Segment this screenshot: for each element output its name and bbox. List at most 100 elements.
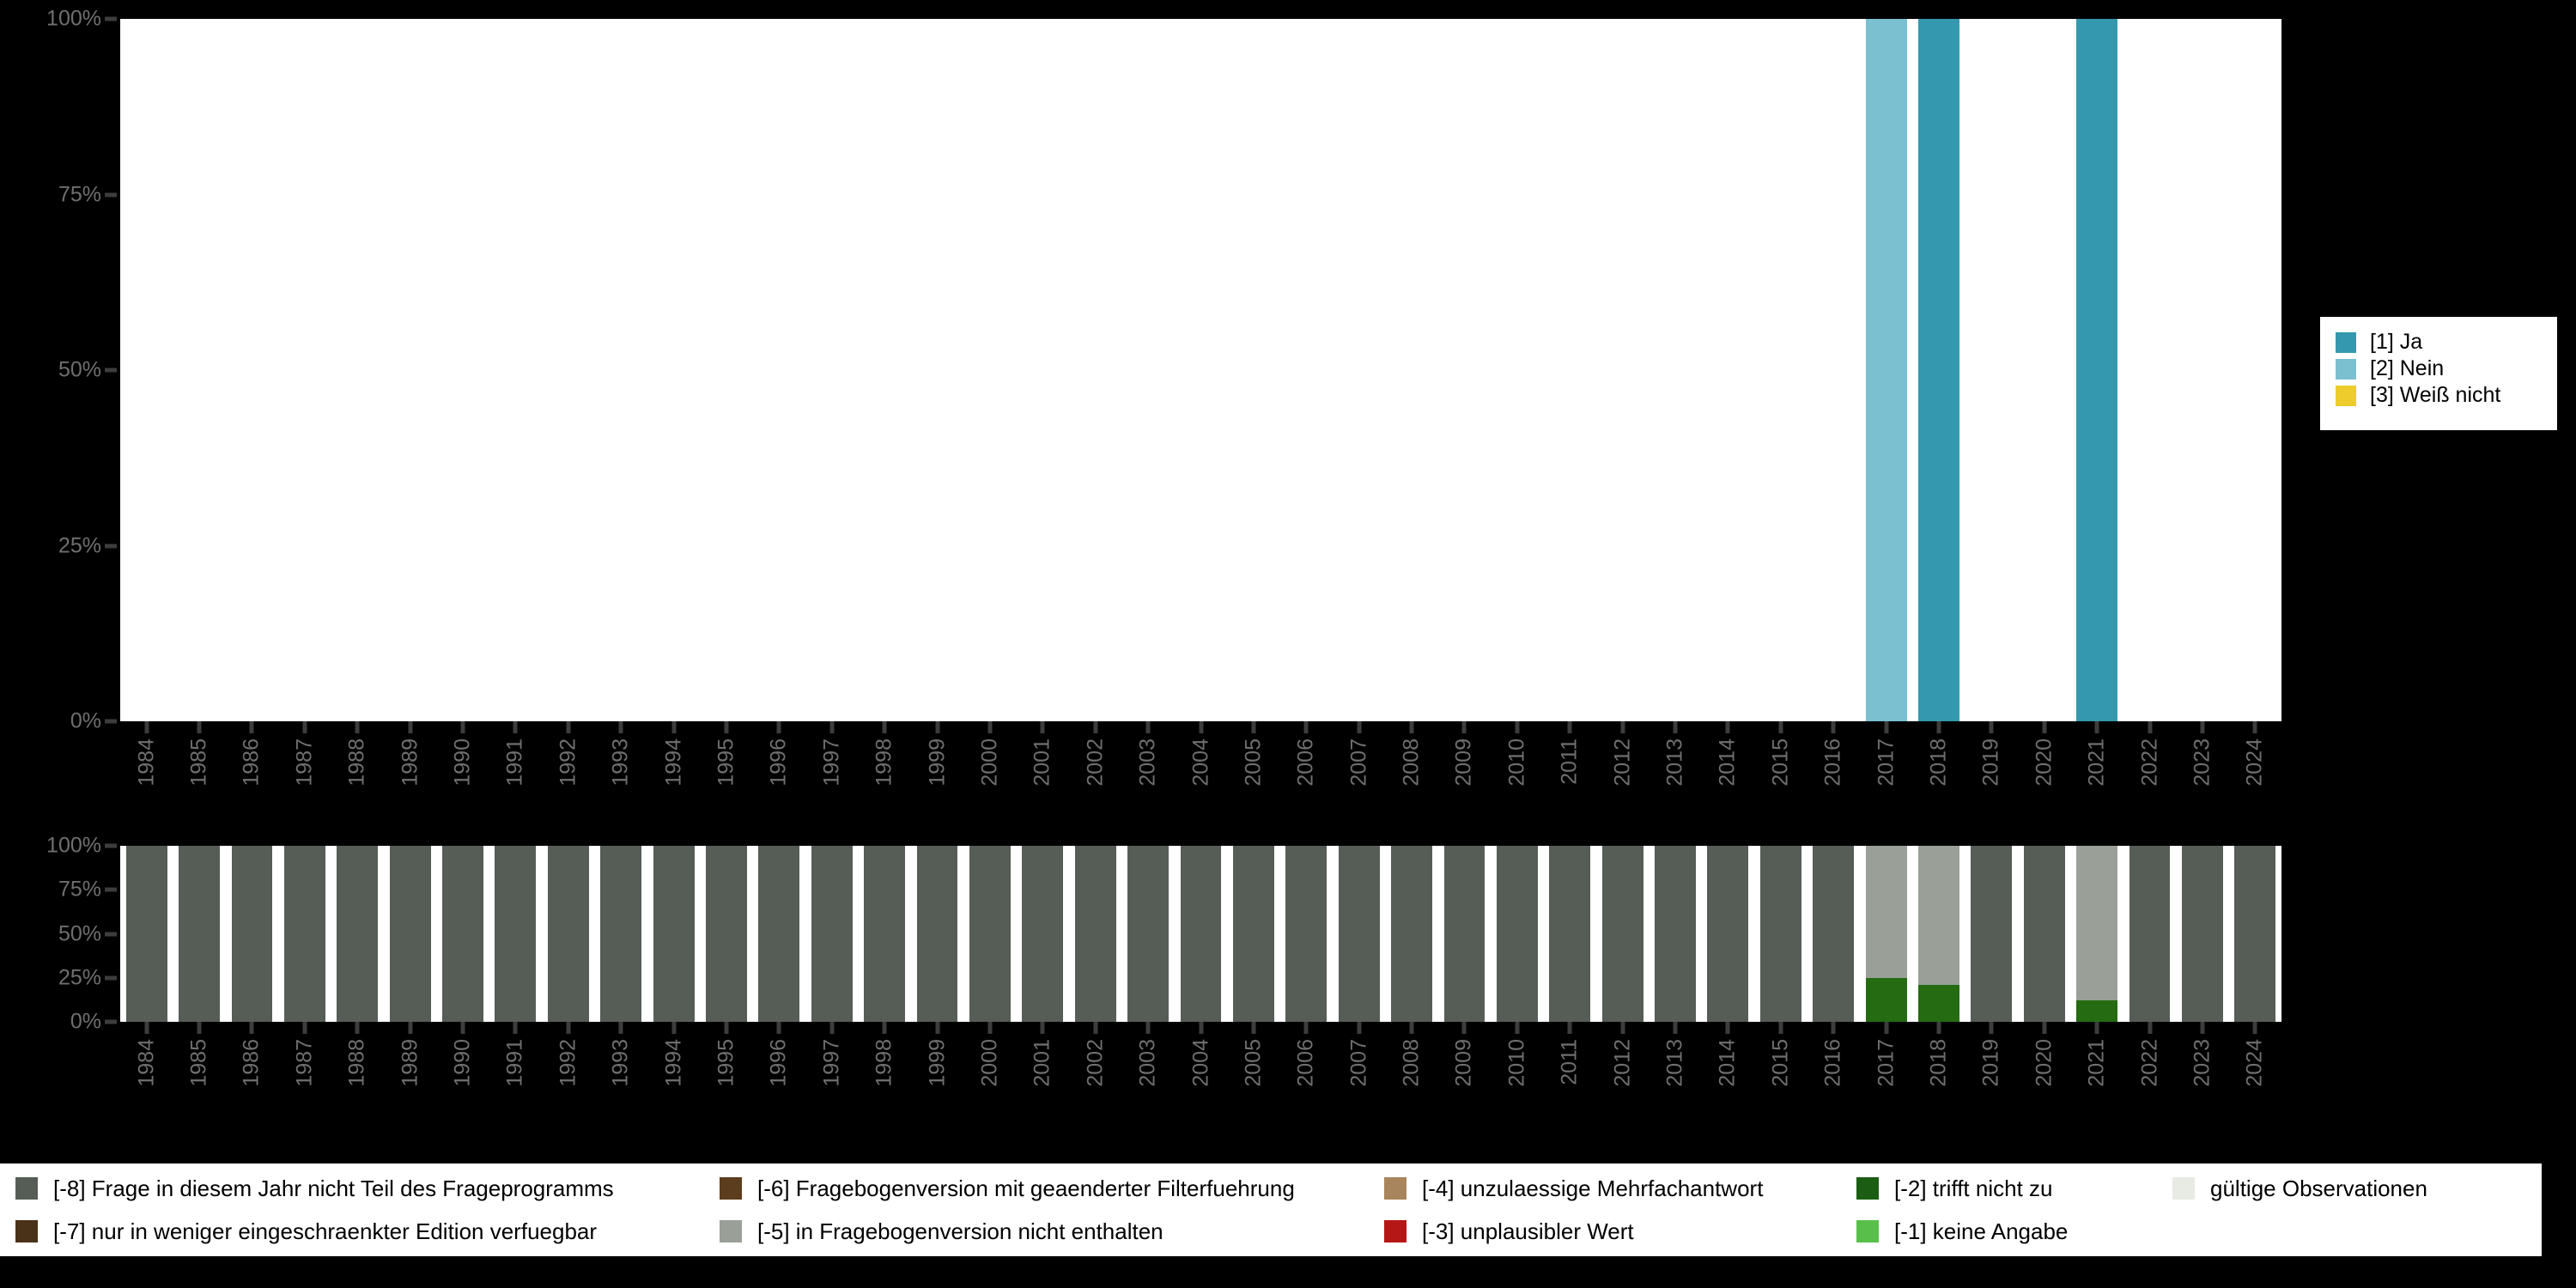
top-chart-bar[interactable] [2076, 19, 2118, 721]
top-chart-bar[interactable] [1707, 19, 1748, 721]
bottom-chart-bar[interactable] [1022, 846, 1064, 1022]
top-chart-bar[interactable] [811, 19, 853, 721]
top-chart-bar[interactable] [1865, 19, 1907, 721]
bottom-chart-bar[interactable] [1074, 846, 1116, 1022]
bottom-chart-bar[interactable] [337, 846, 379, 1022]
top-chart-bar[interactable] [1391, 19, 1432, 721]
legend-swatch-icon [15, 1177, 38, 1200]
top-x-tick-label-wrap: 2020 [2032, 738, 2057, 787]
bottom-chart-bar[interactable] [231, 846, 273, 1022]
top-chart-bar[interactable] [2234, 19, 2275, 721]
bottom-chart-bar[interactable] [1655, 846, 1696, 1022]
top-chart-bar[interactable] [864, 19, 905, 721]
bottom-chart-bar[interactable] [2023, 846, 2065, 1022]
bottom-chart-bar[interactable] [1549, 846, 1591, 1022]
bottom-chart-bar[interactable] [442, 846, 483, 1022]
bottom-chart-bar[interactable] [864, 846, 906, 1022]
bottom-chart-bar[interactable] [1971, 846, 2013, 1022]
bottom-chart-bar[interactable] [2234, 846, 2276, 1022]
top-chart-bar[interactable] [284, 19, 325, 721]
missing-code-legend-item[interactable]: [-6] Fragebogenversion mit geaenderter F… [720, 1170, 1295, 1206]
bottom-chart-bar[interactable] [1127, 846, 1170, 1022]
top-chart-bar[interactable] [548, 19, 589, 721]
top-chart-bar[interactable] [1075, 19, 1116, 721]
bottom-chart-bar[interactable] [1391, 846, 1432, 1022]
bottom-chart-bar[interactable] [1865, 846, 1907, 1022]
top-chart-bar[interactable] [442, 19, 483, 721]
top-x-tick-label-wrap: 2000 [977, 738, 1002, 787]
top-chart-bar[interactable] [1760, 19, 1801, 721]
top-chart-bar[interactable] [917, 19, 958, 721]
missing-code-legend-item[interactable]: [-1] keine Angabe [1856, 1213, 2068, 1249]
top-legend-item[interactable]: [1] Ja [2336, 329, 2547, 355]
top-chart-bar[interactable] [337, 19, 378, 721]
top-chart-bar[interactable] [179, 19, 220, 721]
missing-code-legend-item[interactable]: [-8] Frage in diesem Jahr nicht Teil des… [15, 1170, 614, 1206]
bottom-chart-bar[interactable] [1338, 846, 1380, 1022]
top-chart-bar[interactable] [1127, 19, 1169, 721]
missing-code-legend-item[interactable]: [-4] unzulaessige Mehrfachantwort [1384, 1170, 1763, 1206]
top-chart-bar[interactable] [1971, 19, 2012, 721]
missing-code-legend-item[interactable]: [-5] in Fragebogenversion nicht enthalte… [720, 1213, 1163, 1249]
missing-code-legend-item[interactable]: [-3] unplausibler Wert [1384, 1213, 1634, 1249]
bottom-x-tick-label-wrap: 1984 [134, 1039, 159, 1087]
top-chart-bar[interactable] [1339, 19, 1380, 721]
bottom-chart-bar[interactable] [1601, 846, 1643, 1022]
top-chart-bar[interactable] [1655, 19, 1696, 721]
top-chart-bar[interactable] [495, 19, 536, 721]
top-chart-bar[interactable] [1233, 19, 1274, 721]
top-chart-bar[interactable] [232, 19, 273, 721]
top-legend-item[interactable]: [2] Nein [2336, 355, 2547, 382]
bottom-chart-bar[interactable] [495, 846, 537, 1022]
bottom-chart-bar[interactable] [916, 846, 958, 1022]
top-chart-bar[interactable] [1285, 19, 1327, 721]
top-chart-bar[interactable] [1444, 19, 1485, 721]
missing-code-legend-label: [-1] keine Angabe [1894, 1218, 2069, 1244]
bottom-chart-bar[interactable] [283, 846, 325, 1022]
top-chart-bar[interactable] [706, 19, 747, 721]
bottom-chart-bar[interactable] [2129, 846, 2171, 1022]
bottom-chart-bar[interactable] [1443, 846, 1485, 1022]
bottom-chart-bar[interactable] [389, 846, 431, 1022]
top-legend-item[interactable]: [3] Weiß nicht [2336, 382, 2547, 409]
bottom-chart-bar[interactable] [179, 846, 221, 1022]
top-chart-bar[interactable] [390, 19, 431, 721]
missing-code-legend-item[interactable]: [-2] trifft nicht zu [1856, 1170, 2052, 1206]
bottom-chart-bar[interactable] [969, 846, 1011, 1022]
top-chart-bar[interactable] [2129, 19, 2171, 721]
bottom-chart-bar[interactable] [1180, 846, 1222, 1022]
bottom-chart-bar[interactable] [2076, 846, 2118, 1022]
bottom-chart-bar[interactable] [1232, 846, 1274, 1022]
top-chart-bar[interactable] [1813, 19, 1854, 721]
top-chart-bar[interactable] [1497, 19, 1538, 721]
top-chart-bar[interactable] [1022, 19, 1063, 721]
bottom-chart-bar[interactable] [706, 846, 747, 1022]
bottom-chart-bar[interactable] [600, 846, 642, 1022]
bottom-chart-bar[interactable] [125, 846, 167, 1022]
top-chart-bar[interactable] [653, 19, 695, 721]
missing-code-legend-item[interactable]: gültige Observationen [2172, 1170, 2427, 1206]
top-chart-bar[interactable] [2182, 19, 2223, 721]
bottom-chart-bar[interactable] [758, 846, 800, 1022]
top-chart-bar[interactable] [969, 19, 1011, 721]
bottom-chart-bar[interactable] [547, 846, 589, 1022]
bottom-chart-bar[interactable] [1918, 846, 1959, 1022]
bottom-chart-bar[interactable] [2181, 846, 2223, 1022]
top-chart-bar[interactable] [1602, 19, 1643, 721]
top-chart-bar[interactable] [1918, 19, 1959, 721]
bottom-chart-bar[interactable] [1285, 846, 1327, 1022]
top-x-tick-label: 1995 [714, 738, 738, 787]
bottom-chart-bar[interactable] [1707, 846, 1749, 1022]
bottom-chart-bar[interactable] [1759, 846, 1801, 1022]
top-chart-bar[interactable] [1549, 19, 1590, 721]
top-chart-bar[interactable] [2024, 19, 2065, 721]
top-chart-bar[interactable] [758, 19, 799, 721]
missing-code-legend-item[interactable]: [-7] nur in weniger eingeschraenkter Edi… [15, 1213, 597, 1249]
top-chart-bar[interactable] [126, 19, 167, 721]
bottom-chart-bar[interactable] [653, 846, 695, 1022]
bottom-chart-bar[interactable] [811, 846, 853, 1022]
top-chart-bar[interactable] [600, 19, 641, 721]
top-chart-bar[interactable] [1181, 19, 1222, 721]
bottom-chart-bar[interactable] [1496, 846, 1538, 1022]
bottom-chart-bar[interactable] [1813, 846, 1855, 1022]
